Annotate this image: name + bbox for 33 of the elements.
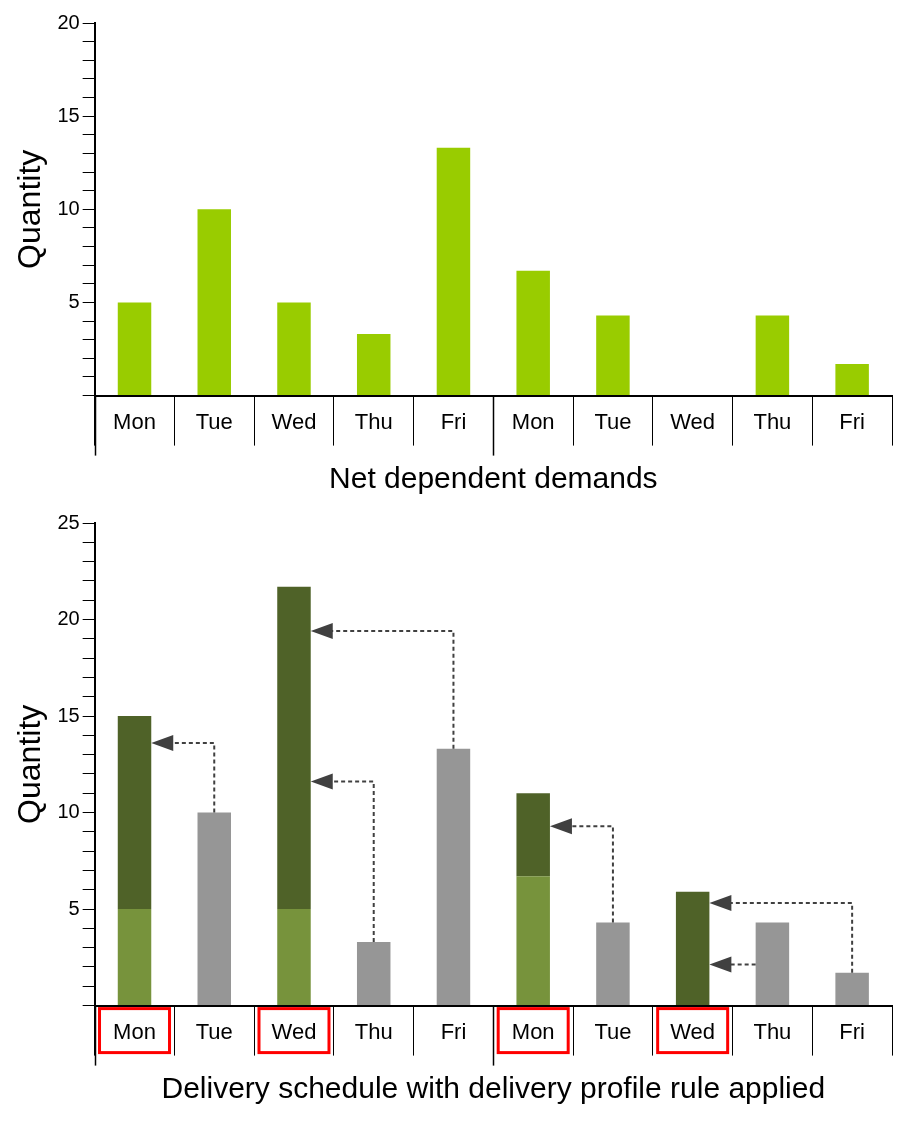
y-tick-label: 10 [57,196,80,219]
x-tick-label: Fri [440,1018,467,1044]
x-tick-label: Tue [195,408,233,434]
y-tick-label: 25 [57,510,80,533]
x-tick-label: Thu [354,1018,393,1044]
y-tick-label: 15 [57,703,80,726]
x-tick-label: Fri [839,1018,865,1044]
x-tick-label: Tue [594,1018,632,1044]
x-tick-label: Mon [113,408,156,434]
y-tick-label: 5 [68,896,80,919]
y-tick-label: 10 [57,800,80,823]
x-tick-label: Mon [511,1018,555,1044]
x-axis-title: Delivery schedule with delivery profile rule applied [161,1071,826,1105]
x-tick-label: Tue [195,1018,233,1044]
x-tick-label: Mon [511,408,555,434]
y-tick-label: 20 [57,10,80,33]
x-tick-label: Thu [354,408,393,434]
x-tick-label: Fri [839,408,865,434]
y-tick-label: 20 [57,607,80,630]
x-tick-label: Wed [271,408,317,434]
x-tick-label: Fri [440,408,467,434]
y-tick-label: 15 [57,103,80,126]
y-axis-title: Quantity [11,704,48,824]
y-tick-label: 5 [68,289,80,312]
x-tick-label: Wed [271,1018,317,1044]
x-tick-label: Wed [670,408,716,434]
y-axis-title: Quantity [11,149,48,269]
x-tick-label: Mon [113,1018,156,1044]
x-tick-label: Thu [753,408,792,434]
x-tick-label: Thu [753,1018,792,1044]
x-axis-title: Net dependent demands [329,461,658,495]
x-tick-label: Tue [594,408,632,434]
x-tick-label: Wed [670,1018,716,1044]
